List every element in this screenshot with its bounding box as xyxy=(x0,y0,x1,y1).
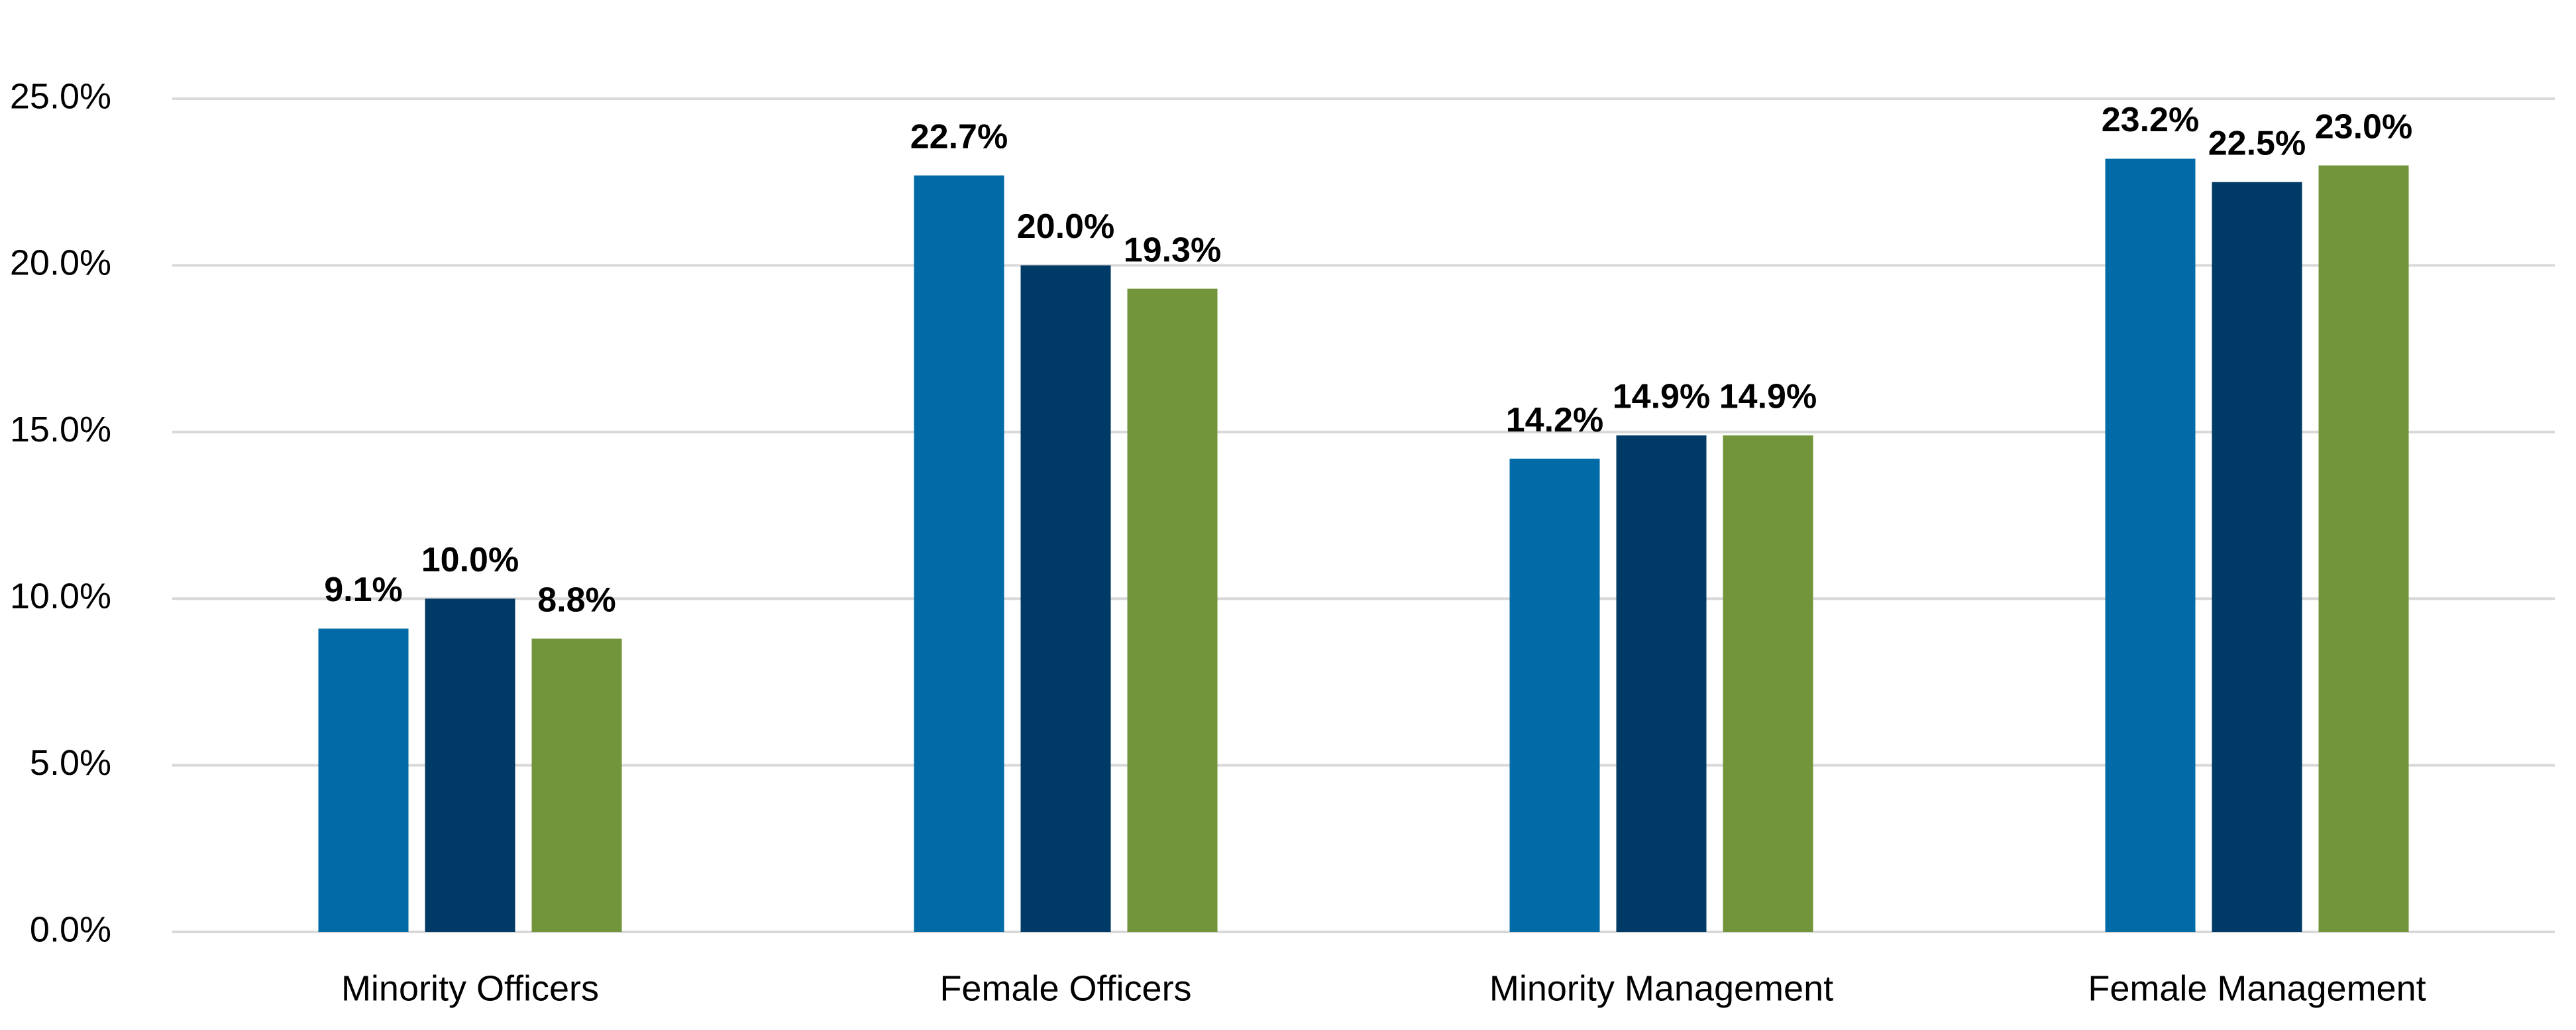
y-tick-label: 0.0% xyxy=(30,909,111,949)
bar xyxy=(531,638,622,932)
bar xyxy=(1616,435,1707,932)
data-label: 23.0% xyxy=(2315,107,2412,146)
bar xyxy=(1723,435,1813,932)
y-tick-label: 5.0% xyxy=(30,743,111,783)
bar xyxy=(425,599,515,932)
y-tick-label: 10.0% xyxy=(10,576,111,616)
data-label: 23.2% xyxy=(2102,101,2199,139)
bar xyxy=(1020,265,1111,932)
bar xyxy=(2212,182,2302,933)
bar xyxy=(1127,288,1218,932)
data-label: 14.9% xyxy=(1719,378,1817,416)
bar xyxy=(318,628,409,932)
y-tick-label: 15.0% xyxy=(10,410,111,449)
data-label: 14.2% xyxy=(1506,401,1603,439)
data-label: 8.8% xyxy=(537,581,616,619)
bar xyxy=(1509,459,1600,932)
data-label: 20.0% xyxy=(1017,207,1114,246)
data-label: 22.7% xyxy=(910,117,1008,156)
bar xyxy=(2318,165,2409,932)
y-tick-label: 25.0% xyxy=(10,76,111,116)
y-tick-label: 20.0% xyxy=(10,243,111,283)
bar xyxy=(2105,158,2196,932)
x-tick-label: Female Officers xyxy=(939,968,1191,1008)
data-label: 10.0% xyxy=(421,541,519,579)
data-label: 22.5% xyxy=(2208,124,2306,162)
data-label: 19.3% xyxy=(1124,231,1221,269)
data-label: 9.1% xyxy=(324,571,403,609)
bar xyxy=(914,175,1004,932)
data-label: 14.9% xyxy=(1613,378,1710,416)
x-tick-label: Minority Officers xyxy=(341,968,599,1008)
x-tick-label: Female Management xyxy=(2088,968,2426,1008)
x-tick-label: Minority Management xyxy=(1489,968,1833,1008)
